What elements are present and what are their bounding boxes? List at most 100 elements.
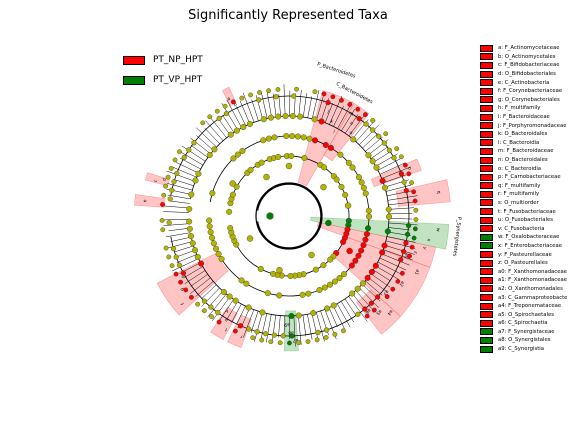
taxon-node [230, 99, 236, 105]
key-swatch [480, 268, 493, 276]
taxon-node [263, 173, 270, 181]
key-swatch [480, 44, 493, 52]
taxon-node [215, 309, 221, 316]
legend-item-vp-hpt: PT_VP_HPT [123, 70, 203, 90]
key-swatch [480, 104, 493, 112]
key-item: a4: F_Treponemataceae [480, 302, 567, 311]
tree-branch [302, 314, 307, 337]
taxon-node [330, 302, 337, 309]
tree-branch [385, 184, 412, 192]
taxon-node [275, 153, 282, 160]
tree-branch [365, 136, 383, 152]
taxon-node [257, 265, 264, 272]
key-label: a5: O_Spirochaetales [498, 311, 554, 318]
tree-branch [250, 311, 259, 333]
taxon-node [300, 134, 307, 141]
tree-branch [375, 265, 399, 280]
taxon-node [312, 137, 319, 144]
tree-branch [340, 301, 354, 323]
taxon-node [342, 191, 349, 198]
tree-branch [283, 84, 286, 117]
tree-branch [379, 162, 406, 175]
taxon-node [412, 226, 418, 232]
tree-branch [168, 200, 190, 204]
key-label: h: F_multifamily [498, 105, 541, 112]
tree-arc [256, 183, 322, 249]
taxon-node [243, 280, 250, 287]
taxon-node [226, 208, 233, 215]
taxon-node [259, 337, 265, 343]
taxon-node [250, 335, 256, 341]
taxon-node [239, 95, 245, 101]
taxon-node [232, 328, 238, 334]
taxon-node [222, 103, 228, 109]
taxon-node [369, 158, 376, 165]
taxon-node [336, 274, 343, 281]
tree-branch [168, 227, 190, 232]
taxon-node [163, 183, 168, 189]
taxon-node [171, 179, 177, 185]
taxon-node [168, 166, 174, 171]
taxon-node [264, 290, 271, 297]
taxon-node [170, 246, 177, 252]
sector-letter: t [224, 326, 229, 332]
taxon-node [360, 242, 367, 249]
key-label: b: O_Actinomycetales [498, 53, 556, 60]
taxon-node [371, 307, 377, 313]
taxon-node [412, 198, 418, 204]
key-item: a9: C_Synergistia [480, 345, 567, 354]
tree-branch [328, 307, 338, 328]
taxon-node [180, 270, 187, 276]
key-label: u: O_Fusobacteriales [498, 217, 553, 224]
key-label: c: F_Bifidobacteriaceae [498, 62, 560, 69]
taxon-node [375, 294, 381, 300]
taxon-node [381, 184, 388, 191]
sector-letter: a3 [382, 289, 390, 297]
taxon-node [289, 133, 296, 140]
tree-branch [324, 103, 333, 123]
tree-branch [377, 157, 404, 171]
taxon-node [359, 280, 366, 287]
tree-arc [190, 115, 390, 317]
tree-branch [379, 257, 407, 271]
taxon-node [271, 332, 277, 338]
taxon-node [240, 124, 247, 131]
clade-sector [310, 216, 450, 250]
tree-branch [271, 315, 277, 344]
taxon-node [254, 329, 260, 335]
tree-branch [387, 195, 418, 201]
taxon-node [277, 340, 283, 346]
taxon-node [176, 262, 183, 268]
key-item: s: O_multiorder [480, 199, 567, 208]
taxon-node [322, 141, 329, 148]
key-swatch [480, 242, 493, 250]
taxon-node [318, 118, 325, 125]
key-swatch [480, 216, 493, 224]
sector-letter: m [348, 111, 354, 118]
tree-branch [370, 273, 391, 288]
tree-branch [190, 137, 211, 155]
key-item: d: O_Bifidobacteriales [480, 70, 567, 79]
taxon-node [356, 116, 362, 122]
sector-letter: a5 [374, 308, 382, 316]
sector-letter: q [435, 191, 440, 195]
key-swatch [480, 336, 493, 344]
taxon-node [355, 311, 361, 317]
tree-branch [266, 314, 272, 343]
sector-letter: a4 [386, 308, 394, 316]
taxon-node [401, 179, 407, 185]
tree-branch [377, 261, 403, 275]
key-swatch [480, 147, 493, 155]
key-label: o: C_Bacteroidia [498, 165, 542, 172]
taxon-node [247, 166, 254, 173]
tree-branch [381, 166, 411, 179]
tree-branch [189, 277, 211, 295]
taxon-node [188, 233, 195, 240]
tree-branch [170, 236, 192, 242]
tree-branch [332, 305, 345, 329]
sector-letter: b [233, 101, 238, 108]
tree-branch [315, 312, 325, 342]
taxon-node [325, 219, 332, 227]
sector-letter: z [412, 250, 418, 254]
key-item: a1: F_Xanthomonadaceae [480, 276, 567, 285]
